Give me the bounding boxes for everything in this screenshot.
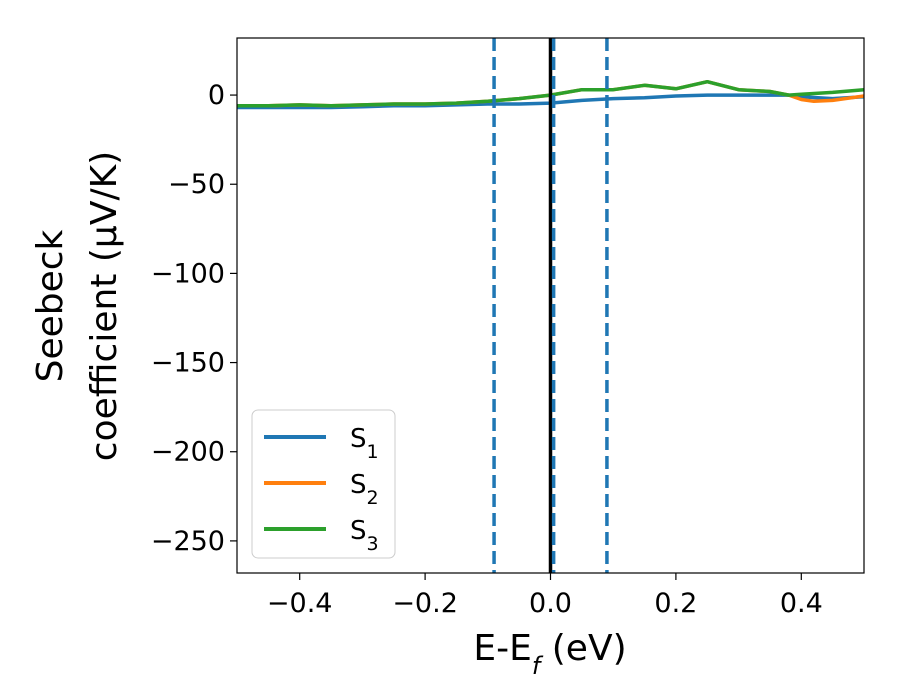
x-tick-label: −0.2 (392, 588, 458, 619)
axis-ticks: −0.4 −0.2 0.0 0.2 0.4 0 −50 −100 −150 −200 −250 (151, 80, 823, 619)
y-tick-label: −200 (151, 437, 225, 468)
y-axis-label-line2: coefficient (μV/K) (84, 151, 125, 461)
legend-label-s3: S3 (350, 516, 379, 555)
series-line-s3 (237, 79, 864, 108)
y-tick-label: −100 (151, 258, 225, 289)
legend-label-s1: S1 (350, 424, 379, 463)
y-axis-label: Seebeck coefficient (μV/K) (30, 151, 125, 461)
legend: S1 S2 S3 (251, 409, 396, 559)
legend-label-s2: S2 (350, 470, 379, 509)
y-tick-label: −50 (168, 169, 225, 200)
y-tick-label: −150 (151, 348, 225, 379)
plot-content (237, 38, 864, 573)
x-tick-label: 0.0 (529, 588, 572, 619)
x-tick-label: 0.2 (654, 588, 697, 619)
plot-area (237, 38, 864, 573)
y-tick-label: 0 (208, 80, 225, 111)
y-axis-label-line1: Seebeck (30, 229, 71, 382)
x-tick-label: −0.4 (267, 588, 333, 619)
x-axis-label: E-Ef (eV) (473, 628, 626, 680)
y-tick-label: −250 (151, 526, 225, 557)
x-tick-label: 0.4 (780, 588, 823, 619)
